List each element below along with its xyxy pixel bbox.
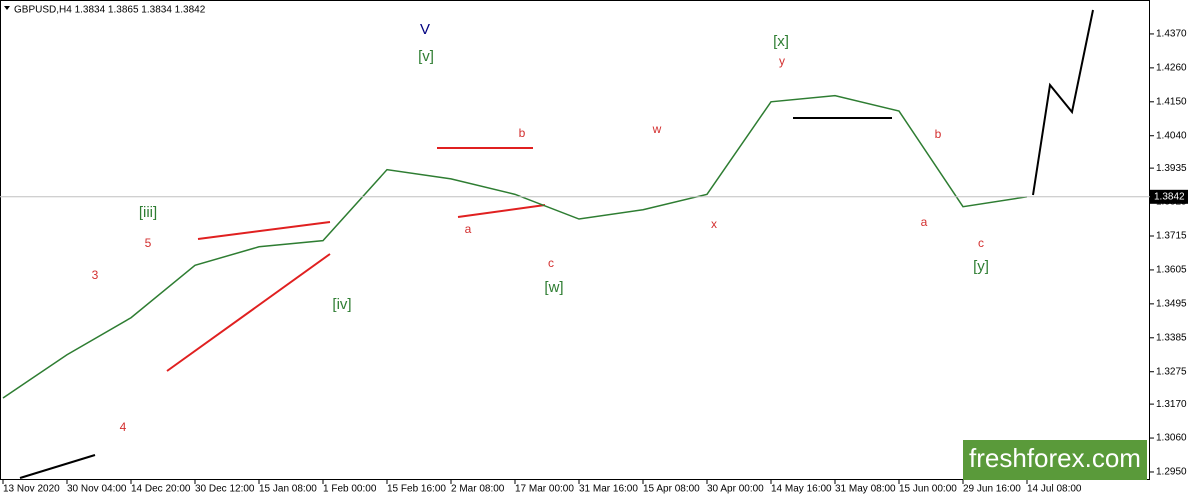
wave-label: c — [548, 256, 554, 270]
x-tick-label: 15 Jan 08:00 — [259, 484, 317, 495]
price-line — [2, 94, 1028, 399]
x-tick-label: 15 Feb 16:00 — [387, 484, 446, 495]
wave-label: w — [652, 122, 662, 136]
wave-label: b — [935, 127, 942, 141]
x-tick-label: 15 Apr 08:00 — [643, 484, 700, 495]
x-tick-label: 17 Mar 00:00 — [515, 484, 574, 495]
header: GBPUSD,H4 1.3834 1.3865 1.3834 1.3842 — [14, 5, 206, 16]
wave-label: 5 — [145, 236, 152, 250]
wave-label: x — [711, 217, 717, 231]
wave-label: [x] — [773, 33, 789, 50]
old-trend-line — [19, 454, 96, 479]
y-tick-label: 1.3715 — [1156, 231, 1187, 242]
wave-label: [y] — [973, 258, 989, 275]
watermark-box — [963, 440, 1147, 480]
x-tick-label: 30 Nov 04:00 — [67, 484, 127, 495]
x-tick-label: 30 Apr 00:00 — [707, 484, 764, 495]
wave-label: [w] — [544, 279, 563, 296]
wave-label: 3 — [92, 268, 99, 282]
wave-label: [v] — [418, 48, 434, 65]
wave-label: y — [779, 54, 785, 68]
current-price-label: 1.3842 — [1154, 191, 1185, 202]
y-tick-label: 1.3170 — [1156, 399, 1187, 410]
current-price-box — [1150, 189, 1188, 204]
wave-label: a — [465, 222, 472, 236]
header-arrow — [4, 6, 10, 10]
y-tick-label: 1.4370 — [1156, 29, 1187, 40]
y-tick-label: 1.3060 — [1156, 433, 1187, 444]
y-tick-label: 1.4040 — [1156, 130, 1187, 141]
y-tick-label: 1.4150 — [1156, 96, 1187, 107]
x-tick-label: 15 Jun 00:00 — [899, 484, 957, 495]
plot-frame — [0, 0, 1150, 480]
x-tick-label: 29 Jun 16:00 — [963, 484, 1021, 495]
wave-label: a — [921, 215, 928, 229]
wave-label: b — [519, 126, 526, 140]
x-tick-label: 2 Mar 08:00 — [451, 484, 505, 495]
y-tick-label: 1.3275 — [1156, 366, 1187, 377]
x-tick-label: 30 Dec 12:00 — [195, 484, 255, 495]
projection-line — [1032, 9, 1094, 196]
wave-label: [iii] — [139, 204, 157, 221]
y-tick-label: 1.3605 — [1156, 265, 1187, 276]
x-tick-label: 13 Nov 2020 — [3, 484, 60, 495]
x-tick-label: 14 May 16:00 — [771, 484, 832, 495]
x-tick-label: 1 Feb 00:00 — [323, 484, 377, 495]
wave-lines — [166, 147, 546, 372]
x-tick-label: 14 Dec 20:00 — [131, 484, 191, 495]
y-tick-label: 1.4260 — [1156, 63, 1187, 74]
y-tick-label: 1.2950 — [1156, 467, 1187, 478]
y-tick-label: 1.3495 — [1156, 298, 1187, 309]
y-tick-label: 1.3935 — [1156, 163, 1187, 174]
wave-label: c — [978, 236, 984, 250]
y-tick-label: 1.3385 — [1156, 332, 1187, 343]
x-tick-label: 14 Jul 08:00 — [1027, 484, 1082, 495]
x-tick-label: 31 May 08:00 — [835, 484, 896, 495]
wave-label: V — [420, 21, 430, 38]
wave-label: [iv] — [332, 296, 351, 313]
watermark: freshforex.com — [969, 443, 1141, 473]
x-tick-label: 31 Mar 16:00 — [579, 484, 638, 495]
wave-label: 4 — [120, 420, 127, 434]
